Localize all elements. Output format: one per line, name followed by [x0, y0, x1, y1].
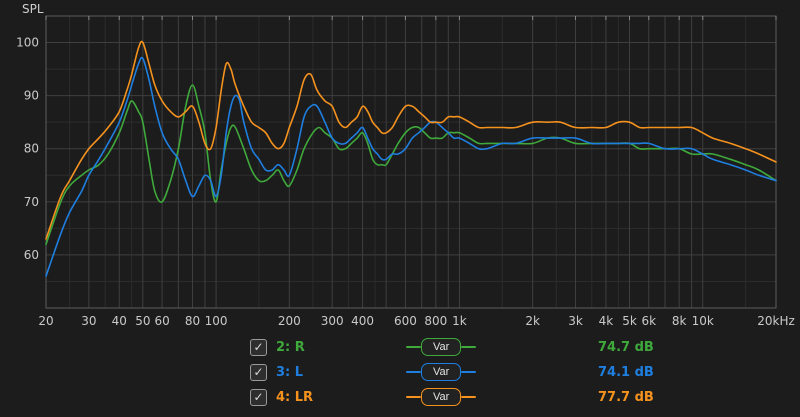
trace-style-control: Var	[406, 337, 556, 357]
trace-label: 4: LR	[276, 389, 314, 405]
trace-level-value: 77.7 dB	[598, 389, 654, 405]
x-tick-label: 4k	[599, 314, 614, 328]
x-tick-label: 3k	[568, 314, 583, 328]
spl-chart-plot[interactable]: 60 70 80 90 100 20 30 40 50 60 80 100 200 300 400 600 80…	[0, 0, 800, 334]
var-button[interactable]: Var	[421, 337, 462, 357]
trace-checkbox[interactable]: ✓	[250, 338, 267, 356]
trace-line-sample-right	[461, 345, 477, 348]
trace-checkbox[interactable]: ✓	[250, 363, 267, 381]
trace-style-control: Var	[406, 387, 556, 407]
trace-2R	[45, 84, 777, 246]
checkmark-icon: ✓	[253, 365, 264, 379]
y-tick-label: 90	[24, 89, 39, 103]
x-tick-label: 80	[185, 314, 200, 328]
y-tick-label: 60	[24, 248, 39, 262]
trace-line-sample-left	[406, 395, 421, 398]
x-tick-label: 8k	[672, 314, 687, 328]
y-axis-title: SPL	[22, 2, 44, 16]
x-tick-label: 200	[278, 314, 301, 328]
trace-label: 2: R	[276, 339, 305, 355]
trace-line-sample-right	[461, 370, 477, 373]
x-tick-label: 60	[154, 314, 169, 328]
trace-style-control: Var	[406, 362, 556, 382]
x-tick-label: 1k	[452, 314, 467, 328]
x-tick-label: 400	[351, 314, 374, 328]
trace-label: 3: L	[276, 364, 304, 380]
x-tick-label: 30	[81, 314, 96, 328]
trace-line-sample-left	[406, 345, 421, 348]
x-tick-label: 600	[394, 314, 417, 328]
x-tick-label: 10k	[692, 314, 714, 328]
checkmark-icon: ✓	[253, 390, 264, 404]
legend-row: ✓ 4: LR Var 77.7 dB	[250, 386, 800, 408]
trace-level-value: 74.7 dB	[598, 339, 654, 355]
plot-border	[45, 15, 777, 309]
y-tick-label: 80	[24, 142, 39, 156]
var-button[interactable]: Var	[421, 387, 462, 407]
x-tick-label: 800	[424, 314, 447, 328]
x-tick-label: 6k	[641, 314, 656, 328]
trace-checkbox[interactable]: ✓	[250, 388, 267, 406]
legend-row: ✓ 2: R Var 74.7 dB	[250, 336, 800, 358]
trace-legend: ✓ 2: R Var 74.7 dB ✓ 3: L Var 74.1 dB ✓ …	[0, 336, 800, 408]
y-tick-label: 70	[24, 195, 39, 209]
trace-3L	[45, 56, 777, 277]
x-tick-label: 50	[135, 314, 150, 328]
x-tick-label: 20kHz	[757, 314, 795, 328]
trace-line-sample-right	[461, 395, 477, 398]
checkmark-icon: ✓	[253, 340, 264, 354]
x-tick-label: 100	[205, 314, 228, 328]
trace-4LR	[45, 40, 777, 240]
x-tick-label: 20	[38, 314, 53, 328]
y-tick-label: 100	[16, 36, 39, 50]
x-tick-label: 40	[112, 314, 127, 328]
trace-level-value: 74.1 dB	[598, 364, 654, 380]
x-tick-label: 5k	[622, 314, 637, 328]
x-tick-label: 2k	[525, 314, 540, 328]
trace-line-sample-left	[406, 370, 421, 373]
var-button[interactable]: Var	[421, 362, 462, 382]
x-tick-label: 300	[321, 314, 344, 328]
legend-row: ✓ 3: L Var 74.1 dB	[250, 361, 800, 383]
